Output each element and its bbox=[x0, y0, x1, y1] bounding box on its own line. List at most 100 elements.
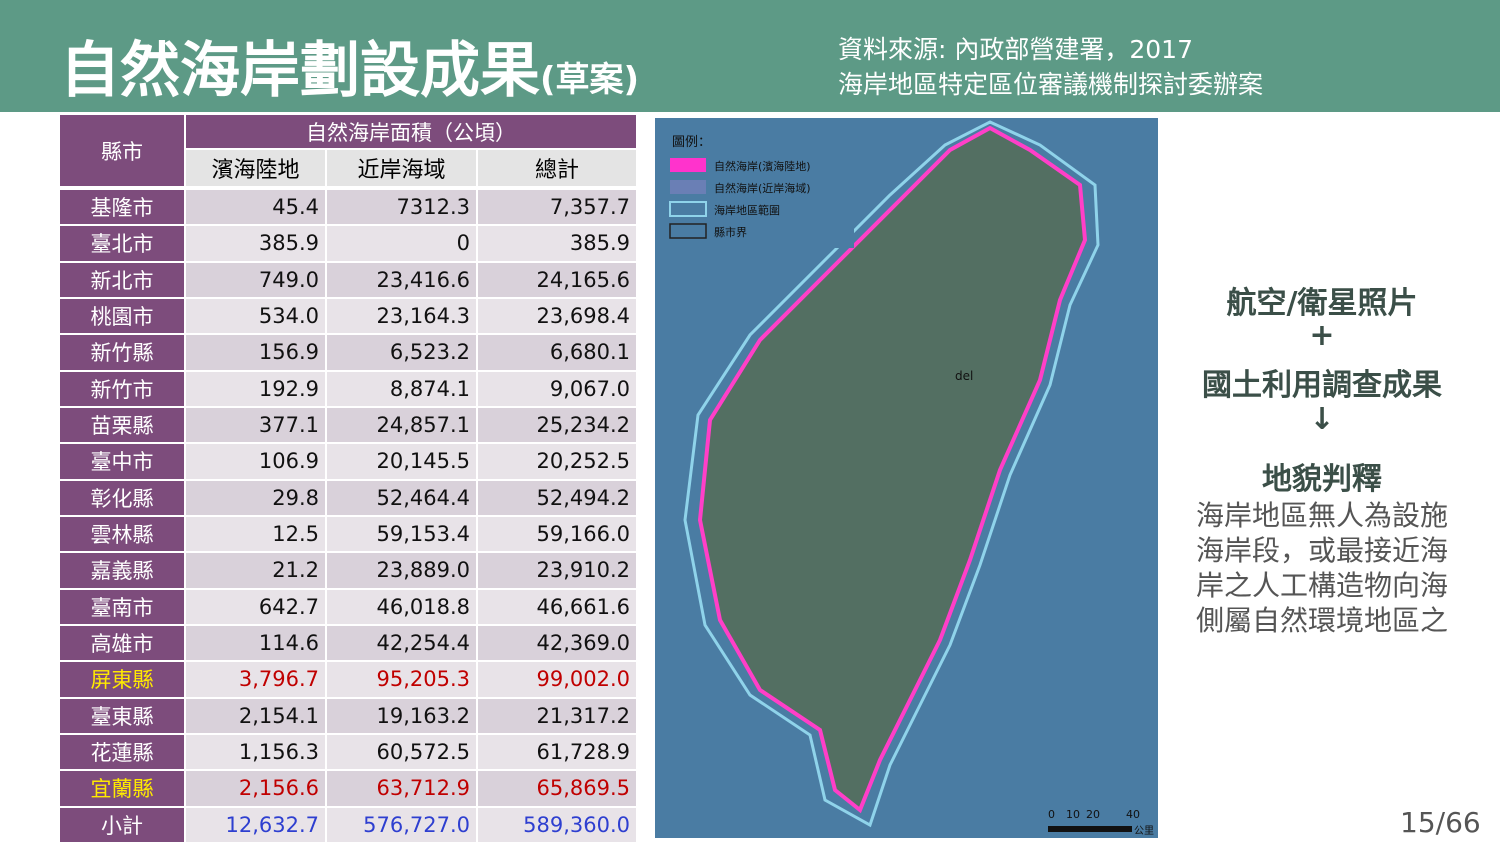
value-cell: 60,572.5 bbox=[327, 735, 476, 770]
title: 自然海岸劃設成果(草案) bbox=[60, 22, 639, 109]
value-cell: 59,153.4 bbox=[327, 517, 476, 552]
value-cell: 7,357.7 bbox=[478, 190, 636, 225]
value-cell: 156.9 bbox=[186, 335, 325, 370]
county-cell: 臺中市 bbox=[60, 444, 184, 479]
scale-bar bbox=[1048, 826, 1132, 832]
value-cell: 192.9 bbox=[186, 371, 325, 406]
scale-label: 20 bbox=[1086, 808, 1100, 821]
value-cell: 19,163.2 bbox=[327, 698, 476, 733]
side-desc: 側屬自然環境地區之 bbox=[1195, 604, 1448, 637]
side-desc: 岸之人工構造物向海 bbox=[1195, 569, 1448, 602]
value-cell: 29.8 bbox=[186, 480, 325, 515]
column-header: 總計 bbox=[478, 150, 636, 186]
county-cell: 苗栗縣 bbox=[60, 408, 184, 443]
side-line: ↓ bbox=[1309, 402, 1335, 437]
county-cell: 臺北市 bbox=[60, 226, 184, 261]
value-cell: 65,869.5 bbox=[478, 771, 636, 806]
value-cell: 12,632.7 bbox=[186, 807, 325, 842]
scale-label: 公里 bbox=[1134, 825, 1154, 837]
legend-swatch bbox=[670, 158, 706, 172]
value-cell: 2,156.6 bbox=[186, 771, 325, 806]
county-cell: 桃園市 bbox=[60, 299, 184, 334]
scale-label: 40 bbox=[1126, 808, 1140, 821]
county-cell: 基隆市 bbox=[60, 190, 184, 225]
legend-label: 自然海岸(濱海陸地) bbox=[714, 159, 811, 173]
county-cell: 雲林縣 bbox=[60, 517, 184, 552]
value-cell: 45.4 bbox=[186, 190, 325, 225]
value-cell: 25,234.2 bbox=[478, 408, 636, 443]
value-cell: 52,464.4 bbox=[327, 480, 476, 515]
value-cell: 377.1 bbox=[186, 408, 325, 443]
value-cell: 385.9 bbox=[478, 226, 636, 261]
value-cell: 6,523.2 bbox=[327, 335, 476, 370]
value-cell: 20,145.5 bbox=[327, 444, 476, 479]
county-cell: 臺南市 bbox=[60, 589, 184, 624]
map-label: del bbox=[955, 369, 973, 383]
value-cell: 46,018.8 bbox=[327, 589, 476, 624]
county-cell: 嘉義縣 bbox=[60, 553, 184, 588]
county-cell: 新北市 bbox=[60, 262, 184, 297]
column-header: 近岸海域 bbox=[327, 150, 476, 186]
page-number: 15/66 bbox=[1400, 806, 1481, 839]
value-cell: 95,205.3 bbox=[327, 662, 476, 697]
value-cell: 589,360.0 bbox=[478, 807, 636, 842]
county-cell: 新竹縣 bbox=[60, 335, 184, 370]
value-cell: 63,712.9 bbox=[327, 771, 476, 806]
legend-label: 海岸地區範圍 bbox=[714, 203, 780, 217]
value-cell: 385.9 bbox=[186, 226, 325, 261]
value-cell: 42,369.0 bbox=[478, 626, 636, 661]
source-line: 資料來源: 內政部營建署，2017 bbox=[838, 35, 1193, 64]
scale-label: 10 bbox=[1066, 808, 1080, 821]
legend-label: 縣市界 bbox=[714, 225, 747, 239]
county-cell: 屏東縣 bbox=[60, 662, 184, 697]
legend-swatch bbox=[669, 223, 707, 239]
side-desc: 海岸段，或最接近海 bbox=[1195, 534, 1448, 567]
side-line: + bbox=[1309, 318, 1335, 353]
value-cell: 23,164.3 bbox=[327, 299, 476, 334]
county-cell: 新竹市 bbox=[60, 371, 184, 406]
value-cell: 99,002.0 bbox=[478, 662, 636, 697]
county-cell: 彰化縣 bbox=[60, 480, 184, 515]
value-cell: 12.5 bbox=[186, 517, 325, 552]
source-line: 海岸地區特定區位審議機制探討委辦案 bbox=[838, 70, 1264, 99]
value-cell: 2,154.1 bbox=[186, 698, 325, 733]
title-text: 自然海岸劃設成果 bbox=[60, 36, 540, 106]
value-cell: 59,166.0 bbox=[478, 517, 636, 552]
header-band bbox=[0, 0, 1500, 112]
legend-swatch bbox=[670, 180, 706, 194]
source: 資料來源: 內政部營建署，2017 海岸地區特定區位審議機制探討委辦案 bbox=[838, 32, 1263, 102]
value-cell: 24,165.6 bbox=[478, 262, 636, 297]
county-cell: 高雄市 bbox=[60, 626, 184, 661]
value-cell: 8,874.1 bbox=[327, 371, 476, 406]
value-cell: 23,416.6 bbox=[327, 262, 476, 297]
value-cell: 1,156.3 bbox=[186, 735, 325, 770]
county-cell: 宜蘭縣 bbox=[60, 771, 184, 806]
value-cell: 42,254.4 bbox=[327, 626, 476, 661]
side-line: 國土利用調查成果 bbox=[1202, 368, 1442, 403]
value-cell: 642.7 bbox=[186, 589, 325, 624]
value-cell: 21.2 bbox=[186, 553, 325, 588]
side-line: 航空/衛星照片 bbox=[1226, 286, 1418, 321]
value-cell: 46,661.6 bbox=[478, 589, 636, 624]
value-cell: 23,910.2 bbox=[478, 553, 636, 588]
value-cell: 534.0 bbox=[186, 299, 325, 334]
scale-label: 0 bbox=[1048, 808, 1055, 821]
legend-label: 自然海岸(近岸海域) bbox=[714, 181, 811, 195]
value-cell: 0 bbox=[327, 226, 476, 261]
value-cell: 3,796.7 bbox=[186, 662, 325, 697]
value-cell: 24,857.1 bbox=[327, 408, 476, 443]
side-line: 地貌判釋 bbox=[1262, 462, 1382, 497]
value-cell: 52,494.2 bbox=[478, 480, 636, 515]
value-cell: 23,698.4 bbox=[478, 299, 636, 334]
title-suffix: (草案) bbox=[540, 60, 640, 100]
value-cell: 576,727.0 bbox=[327, 807, 476, 842]
value-cell: 61,728.9 bbox=[478, 735, 636, 770]
column-header: 濱海陸地 bbox=[186, 150, 325, 186]
value-cell: 7312.3 bbox=[327, 190, 476, 225]
county-cell: 臺東縣 bbox=[60, 698, 184, 733]
side-desc: 海岸地區無人為設施 bbox=[1195, 499, 1448, 532]
value-cell: 6,680.1 bbox=[478, 335, 636, 370]
coast-zone bbox=[683, 120, 1100, 828]
value-cell: 21,317.2 bbox=[478, 698, 636, 733]
